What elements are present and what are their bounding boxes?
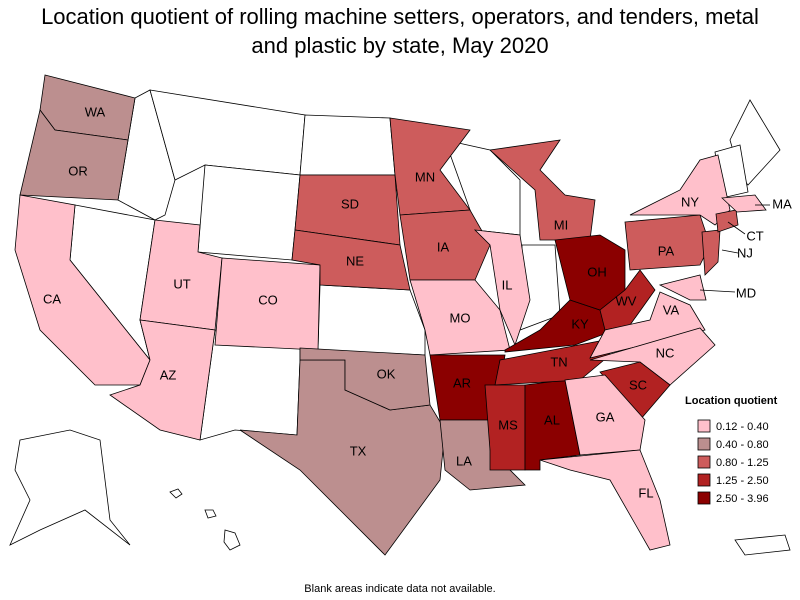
states: [14, 74, 767, 556]
state-blank: [149, 89, 306, 181]
state-label: WA: [85, 104, 106, 119]
state-label: OH: [587, 264, 607, 279]
legend-swatch: [697, 491, 711, 505]
state-label: CA: [43, 291, 61, 306]
state-label: NC: [656, 345, 675, 360]
legend-label: 0.12 - 0.40: [716, 421, 769, 433]
state-label: NE: [346, 253, 364, 268]
state: [721, 194, 767, 213]
state-blank: [169, 488, 241, 551]
state: [629, 154, 731, 226]
state-label: NJ: [737, 245, 753, 260]
legend-swatch: [697, 455, 711, 469]
footnote: Blank areas indicate data not available.: [304, 583, 496, 595]
state-label: AR: [453, 375, 471, 390]
legend-swatch: [697, 437, 711, 451]
state: [19, 109, 129, 201]
state: [658, 274, 707, 301]
state-label: SC: [629, 377, 647, 392]
state: [291, 229, 411, 291]
state-blank: [734, 534, 791, 556]
state-blank: [197, 164, 301, 261]
legend-label: 1.25 - 2.50: [716, 475, 769, 487]
callout-line: [721, 249, 739, 254]
state: [109, 319, 216, 441]
state-label: SD: [341, 196, 359, 211]
state-label: MS: [498, 417, 518, 432]
state-label: CT: [746, 228, 763, 243]
legend-swatch: [697, 473, 711, 487]
blank-states: [9, 89, 791, 556]
state-label: GA: [596, 409, 615, 424]
callout-line: [699, 289, 736, 293]
state: [484, 384, 526, 471]
state: [715, 209, 739, 233]
state-label: LA: [456, 453, 472, 468]
state: [564, 374, 646, 456]
state-label: TN: [550, 354, 567, 369]
legend-label: 2.50 - 3.96: [716, 493, 769, 505]
state-label: MI: [554, 217, 568, 232]
callout-line: [727, 221, 746, 235]
state: [489, 139, 596, 241]
state-label: IL: [502, 277, 513, 292]
state-label: MO: [450, 310, 471, 325]
legend-swatch: [697, 419, 711, 433]
state-label: AL: [544, 412, 560, 427]
state-label: PA: [658, 243, 675, 258]
legend-title: Location quotient: [685, 395, 778, 407]
state-label: WV: [616, 293, 637, 308]
state-label: VA: [663, 302, 680, 317]
state: [589, 327, 716, 386]
state-blank: [317, 284, 426, 356]
legend-label: 0.80 - 1.25: [716, 457, 769, 469]
callouts: [699, 204, 770, 293]
state: [494, 339, 611, 386]
legend: Location quotient 0.12 - 0.40 0.40 - 0.80…: [685, 395, 778, 505]
state-label: IA: [437, 239, 450, 254]
state: [399, 209, 491, 281]
state-label: MA: [772, 196, 792, 211]
state-label: TX: [350, 443, 367, 458]
state: [701, 229, 721, 276]
state-label: OR: [68, 163, 88, 178]
state-label: KY: [571, 316, 589, 331]
state-label: FL: [638, 485, 653, 500]
state: [299, 347, 431, 411]
state-labels: WA OR CA UT AZ CO SD NE MN IA MO IL MI A…: [43, 104, 792, 500]
state-blank: [9, 429, 131, 546]
state-blank: [299, 114, 396, 176]
state: [539, 449, 671, 551]
legend-label: 0.40 - 0.80: [716, 439, 769, 451]
state-label: OK: [377, 366, 396, 381]
state-label: CO: [258, 292, 278, 307]
state-label: MN: [415, 169, 435, 184]
state-label: AZ: [160, 367, 177, 382]
state-label: MD: [736, 285, 756, 300]
map-title: Location quotient of rolling machine set…: [41, 4, 759, 58]
state-label: NY: [681, 194, 699, 209]
state-label: UT: [173, 276, 190, 291]
state: [589, 291, 706, 359]
